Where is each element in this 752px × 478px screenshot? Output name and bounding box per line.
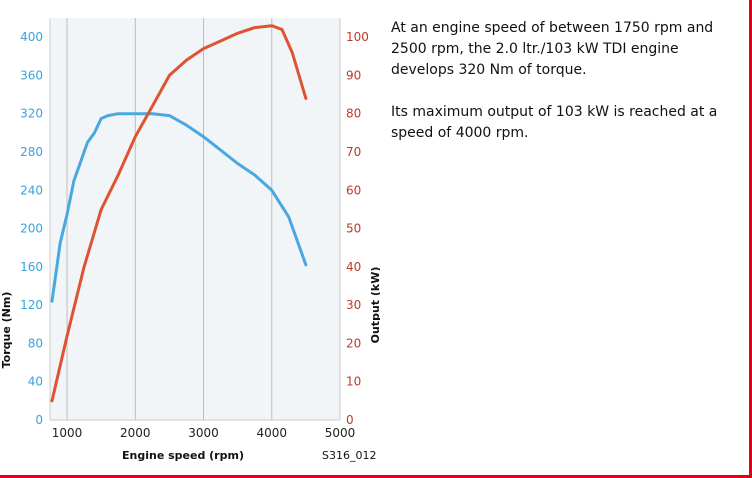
left-tick-label: 360	[20, 68, 43, 82]
right-tick-labels: 0 10 20 30 40 50 60 70 80 90 100	[346, 30, 369, 427]
right-tick-label: 60	[346, 183, 361, 197]
right-tick-label: 40	[346, 260, 361, 274]
bottom-tick-label: 2000	[120, 426, 151, 440]
right-tick-label: 90	[346, 68, 361, 82]
left-tick-label: 160	[20, 260, 43, 274]
right-tick-label: 50	[346, 222, 361, 236]
series-lines	[50, 24, 308, 403]
right-tick-label: 30	[346, 298, 361, 312]
left-tick-labels: 0 40 80 120 160 200 240 280 320 360 400	[20, 30, 43, 427]
bottom-tick-label: 4000	[256, 426, 287, 440]
bottom-tick-label: 1000	[52, 426, 83, 440]
left-tick-label: 120	[20, 298, 43, 312]
left-tick-label: 240	[20, 183, 43, 197]
description-paragraph-1: At an engine speed of between 1750 rpm a…	[391, 20, 714, 78]
left-tick-label: 40	[28, 375, 43, 389]
figure-caption: S316_012	[322, 449, 376, 462]
right-tick-label: 100	[346, 30, 369, 44]
description-paragraph-2: Its maximum output of 103 kW is reached …	[391, 104, 718, 141]
left-tick-label: 280	[20, 145, 43, 159]
torque-series-line	[50, 112, 308, 303]
x-axis-title: Engine speed (rpm)	[122, 449, 244, 462]
right-tick-label: 0	[346, 413, 354, 427]
bottom-tick-label: 5000	[325, 426, 356, 440]
y-axis-right-title: Output (kW)	[369, 267, 380, 344]
bottom-tick-label: 3000	[188, 426, 219, 440]
right-tick-label: 20	[346, 336, 361, 350]
torque-output-chart: 0 40 80 120 160 200 240 280 320 360 400 0 10 20 30 40 5…	[0, 18, 380, 462]
y-axis-left-title: Torque (Nm)	[0, 292, 13, 369]
description-text: At an engine speed of between 1750 rpm a…	[391, 18, 736, 165]
left-tick-label: 200	[20, 222, 43, 236]
plot-area-background	[50, 18, 340, 420]
bottom-tick-labels: 1000 2000 3000 4000 5000	[52, 426, 355, 440]
right-tick-label: 80	[346, 107, 361, 121]
right-tick-label: 70	[346, 145, 361, 159]
output-series-line	[50, 24, 308, 403]
right-tick-label: 10	[346, 375, 361, 389]
left-tick-label: 80	[28, 336, 43, 350]
left-tick-label: 400	[20, 30, 43, 44]
left-tick-label: 0	[35, 413, 43, 427]
left-tick-label: 320	[20, 107, 43, 121]
